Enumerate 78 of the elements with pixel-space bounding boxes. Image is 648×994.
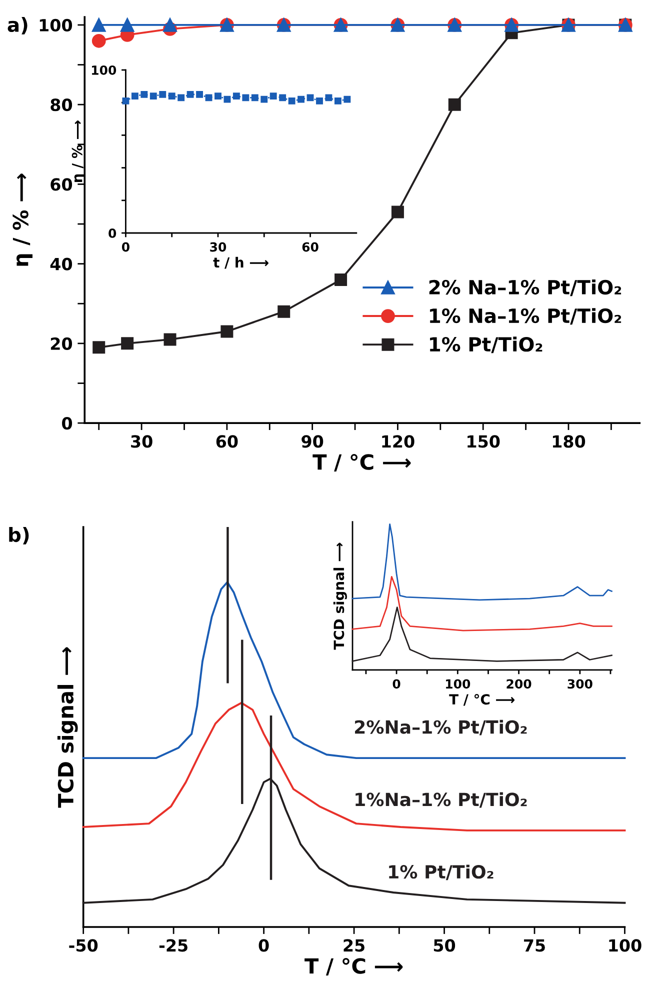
x-tick-label: 120	[382, 435, 414, 448]
series-label: 1% Pt/TiO₂	[389, 864, 494, 880]
legend-label: 2% Na–1% Pt/TiO₂	[429, 280, 622, 296]
y-tick-label: 0	[62, 417, 72, 430]
point	[270, 92, 277, 100]
x-tick-label: 100	[609, 939, 642, 952]
y-axis-title: η / % ⟶	[12, 174, 32, 266]
point	[242, 94, 250, 102]
series-label: 1%Na–1% Pt/TiO₂	[356, 792, 527, 808]
point	[344, 96, 351, 103]
legend-label: 1% Pt/TiO₂	[430, 336, 542, 354]
x-tick-label: 75	[524, 939, 545, 952]
point	[214, 92, 222, 100]
x-tick-label: 0	[392, 679, 400, 689]
x-tick-label: 150	[468, 435, 500, 448]
legend-label: 1% Na–1% Pt/TiO₂	[430, 308, 622, 325]
point	[448, 98, 461, 111]
point	[288, 97, 296, 104]
y-axis-title: TCD signal ⟶	[333, 542, 347, 650]
x-tick-label: 30	[131, 435, 152, 448]
point	[298, 96, 305, 103]
x-axis-title: T / °C ⟶	[449, 694, 514, 706]
y-tick-label: 80	[50, 98, 72, 112]
point	[92, 341, 106, 354]
point	[334, 97, 342, 104]
x-tick-label: 50	[434, 939, 456, 952]
point	[196, 90, 204, 98]
point	[279, 94, 286, 102]
point	[325, 94, 332, 102]
point	[121, 337, 134, 350]
point	[306, 94, 314, 102]
point	[122, 97, 130, 104]
point	[278, 305, 290, 318]
point	[120, 18, 134, 32]
point	[92, 34, 106, 48]
y-tick-label: 40	[50, 258, 72, 270]
point	[131, 92, 138, 100]
x-tick-label: 300	[568, 679, 592, 689]
point	[186, 90, 194, 98]
text: b)	[9, 527, 29, 544]
point	[150, 92, 157, 100]
point	[168, 92, 176, 100]
point	[391, 206, 404, 218]
y-tick-label: 60	[50, 178, 72, 191]
point	[232, 92, 240, 100]
point	[251, 94, 258, 102]
text: a)	[8, 17, 28, 34]
point	[334, 273, 348, 286]
point	[159, 90, 166, 98]
x-tick-label: 60	[302, 242, 318, 252]
x-axis-title: T / °C ⟶	[312, 454, 411, 472]
point	[205, 94, 212, 102]
x-tick-label: 200	[506, 679, 532, 689]
series-label: 2%Na–1% Pt/TiO₂	[355, 720, 527, 736]
point	[140, 90, 148, 98]
x-tick-label: 25	[344, 939, 364, 952]
x-tick-label: -50	[69, 939, 98, 952]
x-tick-label: 0	[122, 242, 130, 252]
x-tick-label: 100	[446, 679, 470, 689]
point	[163, 18, 177, 32]
point	[164, 333, 176, 346]
point	[220, 325, 234, 338]
x-tick-label: 30	[210, 242, 226, 252]
x-tick-label: 60	[216, 435, 238, 448]
point	[92, 18, 106, 32]
x-axis-title: T / °C ⟶	[304, 958, 403, 976]
x-tick-label: 0	[258, 939, 269, 952]
x-tick-label: 180	[552, 435, 586, 448]
x-tick-label: 90	[302, 435, 324, 448]
y-axis-title: TCD signal ⟶	[57, 647, 78, 808]
point	[316, 97, 323, 104]
point	[178, 94, 185, 102]
x-tick-label: -25	[159, 939, 188, 952]
point	[260, 96, 268, 103]
y-tick-label: 100	[40, 18, 72, 32]
point	[224, 96, 231, 103]
y-tick-label: 20	[50, 337, 72, 350]
x-axis-title: t / h ⟶	[213, 256, 268, 269]
